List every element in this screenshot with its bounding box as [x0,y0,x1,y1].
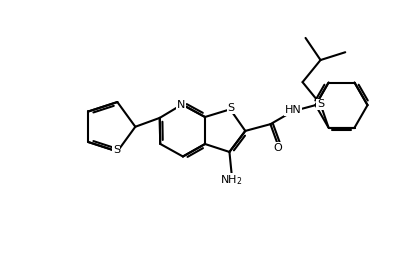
Text: S: S [317,99,324,109]
Text: N: N [177,100,185,109]
Text: O: O [274,143,282,153]
Text: S: S [113,146,120,156]
Text: S: S [228,103,235,113]
Text: HN: HN [285,105,301,115]
Text: NH$_2$: NH$_2$ [220,173,243,187]
